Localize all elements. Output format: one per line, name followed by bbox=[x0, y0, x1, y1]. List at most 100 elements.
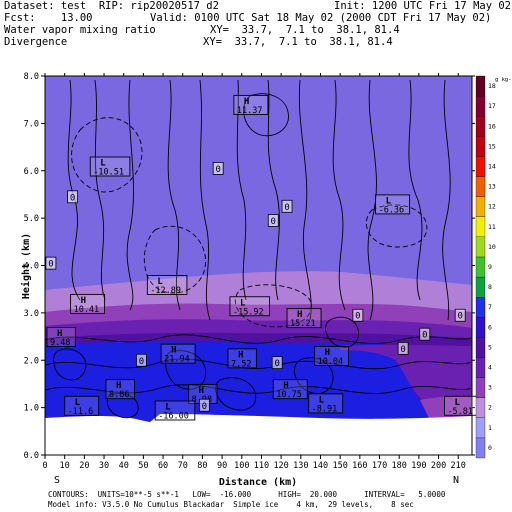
y-tick-label: 6.0 bbox=[24, 167, 39, 177]
extremum-low: L-16.00 bbox=[154, 400, 196, 421]
x-tick-label: 130 bbox=[293, 461, 308, 471]
extremum-value: 21.94 bbox=[164, 355, 190, 365]
colorbar-swatch bbox=[475, 236, 486, 258]
extremum-high: H15.21 bbox=[286, 308, 322, 329]
extremum-type: H bbox=[171, 346, 176, 356]
extremum-value: 11.37 bbox=[237, 106, 263, 116]
x-tick-label: 100 bbox=[234, 461, 249, 471]
extremum-value: 7.52 bbox=[231, 359, 251, 369]
zero-label: 0 bbox=[457, 312, 462, 322]
field2-xy-label: XY= 33.7, 7.1 to 38.1, 81.4 bbox=[203, 36, 393, 48]
x-tick-label: 150 bbox=[332, 461, 347, 471]
zero-label: 0 bbox=[422, 331, 427, 341]
colorbar-label: 12 bbox=[488, 203, 496, 211]
x-tick-label: 210 bbox=[451, 461, 466, 471]
x-tick-label: 20 bbox=[79, 461, 89, 471]
extremum-value: -6.36 bbox=[379, 205, 405, 215]
x-tick-label: 110 bbox=[254, 461, 269, 471]
extremum-value: 10.04 bbox=[318, 357, 344, 367]
purple-east-region bbox=[340, 344, 472, 405]
colorbar-label: 17 bbox=[488, 102, 496, 110]
extremum-high: H7.52 bbox=[227, 348, 257, 369]
x-tick-label: 120 bbox=[273, 461, 288, 471]
x-axis: 0 10 20 30 40 50 60 70 80 90 100 110 120 130 140 150 160… bbox=[42, 73, 466, 471]
colorbar-label: 2 bbox=[488, 404, 492, 412]
dataset-label: Dataset: test RIP: rip20020517 d2 bbox=[4, 0, 219, 12]
extremum-box bbox=[314, 346, 350, 366]
zero-label: 0 bbox=[355, 312, 360, 322]
extremum-type: H bbox=[81, 296, 86, 306]
divergence-contours bbox=[45, 79, 472, 419]
extremum-high: H11.37 bbox=[233, 94, 269, 116]
zero-label-box bbox=[397, 342, 409, 355]
colorbar-swatch bbox=[475, 156, 486, 177]
shaded-field bbox=[45, 76, 472, 455]
zero-label-box bbox=[454, 308, 466, 322]
colorbar-swatch bbox=[475, 136, 486, 157]
field1-xy-label: XY= 33.7, 7.1 to 38.1, 81.4 bbox=[210, 24, 400, 36]
extremum-box bbox=[308, 393, 344, 414]
extremum-box bbox=[233, 94, 269, 115]
zero-label: 0 bbox=[271, 217, 276, 227]
colorbar-swatch bbox=[475, 337, 486, 358]
zero-label: 0 bbox=[274, 359, 279, 369]
zero-label-box bbox=[419, 327, 431, 341]
ground-terrain bbox=[45, 414, 472, 455]
zero-label-box bbox=[136, 353, 147, 367]
x-tick-label: 0 bbox=[42, 461, 47, 471]
init-label: Init: 1200 UTC Fri 17 May 02 bbox=[334, 0, 512, 12]
extremum-box bbox=[160, 343, 196, 364]
extremum-type: H bbox=[283, 381, 288, 391]
colorbar-label: 18 bbox=[488, 82, 496, 90]
extremum-type: L bbox=[319, 395, 325, 405]
extremum-value: 8.86 bbox=[109, 390, 129, 400]
y-axis: 0.0 1.0 2.0 3.0 4.0 5.0 6.0 7.0 8.0 bbox=[24, 72, 475, 461]
colorbar-unit: g kg-1 bbox=[495, 77, 512, 83]
extremum-low: L-11.6 bbox=[64, 395, 100, 417]
colorbar-label: 16 bbox=[488, 122, 496, 130]
forecast-label: Fcst: 13.00 bbox=[4, 12, 93, 24]
extremum-type: H bbox=[116, 381, 121, 391]
extremum-low: L-6.36 bbox=[375, 194, 411, 215]
extremum-box bbox=[154, 400, 196, 421]
x-tick-label: 70 bbox=[178, 461, 188, 471]
colorbar-swatch bbox=[475, 437, 486, 459]
colorbar-swatch bbox=[475, 397, 486, 418]
x-tick-label: 60 bbox=[158, 461, 168, 471]
colorbar-label: 11 bbox=[488, 223, 496, 231]
y-tick-label: 8.0 bbox=[24, 72, 39, 82]
zero-label-box bbox=[352, 308, 364, 322]
colorbar-label: 9 bbox=[488, 263, 492, 271]
zero-label-box bbox=[212, 161, 224, 175]
extremum-box bbox=[375, 194, 411, 215]
extremum-box bbox=[229, 296, 271, 317]
colorbar-swatch bbox=[475, 75, 486, 97]
extremum-high: H10.75 bbox=[272, 379, 308, 400]
zero-label: 0 bbox=[48, 260, 53, 270]
extremum-value: -11.6 bbox=[68, 407, 94, 417]
extremum-high: H9.48 bbox=[46, 327, 76, 348]
x-tick-label: 50 bbox=[138, 461, 148, 471]
extremum-value: -8.91 bbox=[312, 404, 338, 414]
magenta-east-region bbox=[420, 396, 472, 420]
extremum-box bbox=[64, 395, 100, 416]
colorbar-swatch bbox=[475, 357, 486, 378]
south-endpoint-label: S bbox=[54, 475, 60, 486]
y-axis-title: Height (km) bbox=[20, 233, 32, 299]
extremum-type: L bbox=[100, 159, 106, 169]
extremum-low: L-5.81 bbox=[444, 395, 479, 417]
y-tick-label: 3.0 bbox=[24, 309, 39, 319]
colorbar-swatch bbox=[475, 176, 486, 197]
colorbar-label: 5 bbox=[488, 343, 492, 351]
x-tick-label: 30 bbox=[99, 461, 109, 471]
colorbar-label: 4 bbox=[488, 364, 492, 372]
x-tick-label: 170 bbox=[372, 461, 387, 471]
colorbar-swatch bbox=[475, 417, 486, 439]
x-tick-label: 10 bbox=[60, 461, 70, 471]
extremum-high: H21.94 bbox=[160, 343, 196, 365]
zero-label: 0 bbox=[202, 402, 207, 412]
zero-label-box bbox=[271, 356, 283, 370]
extremum-type: L bbox=[386, 196, 392, 206]
